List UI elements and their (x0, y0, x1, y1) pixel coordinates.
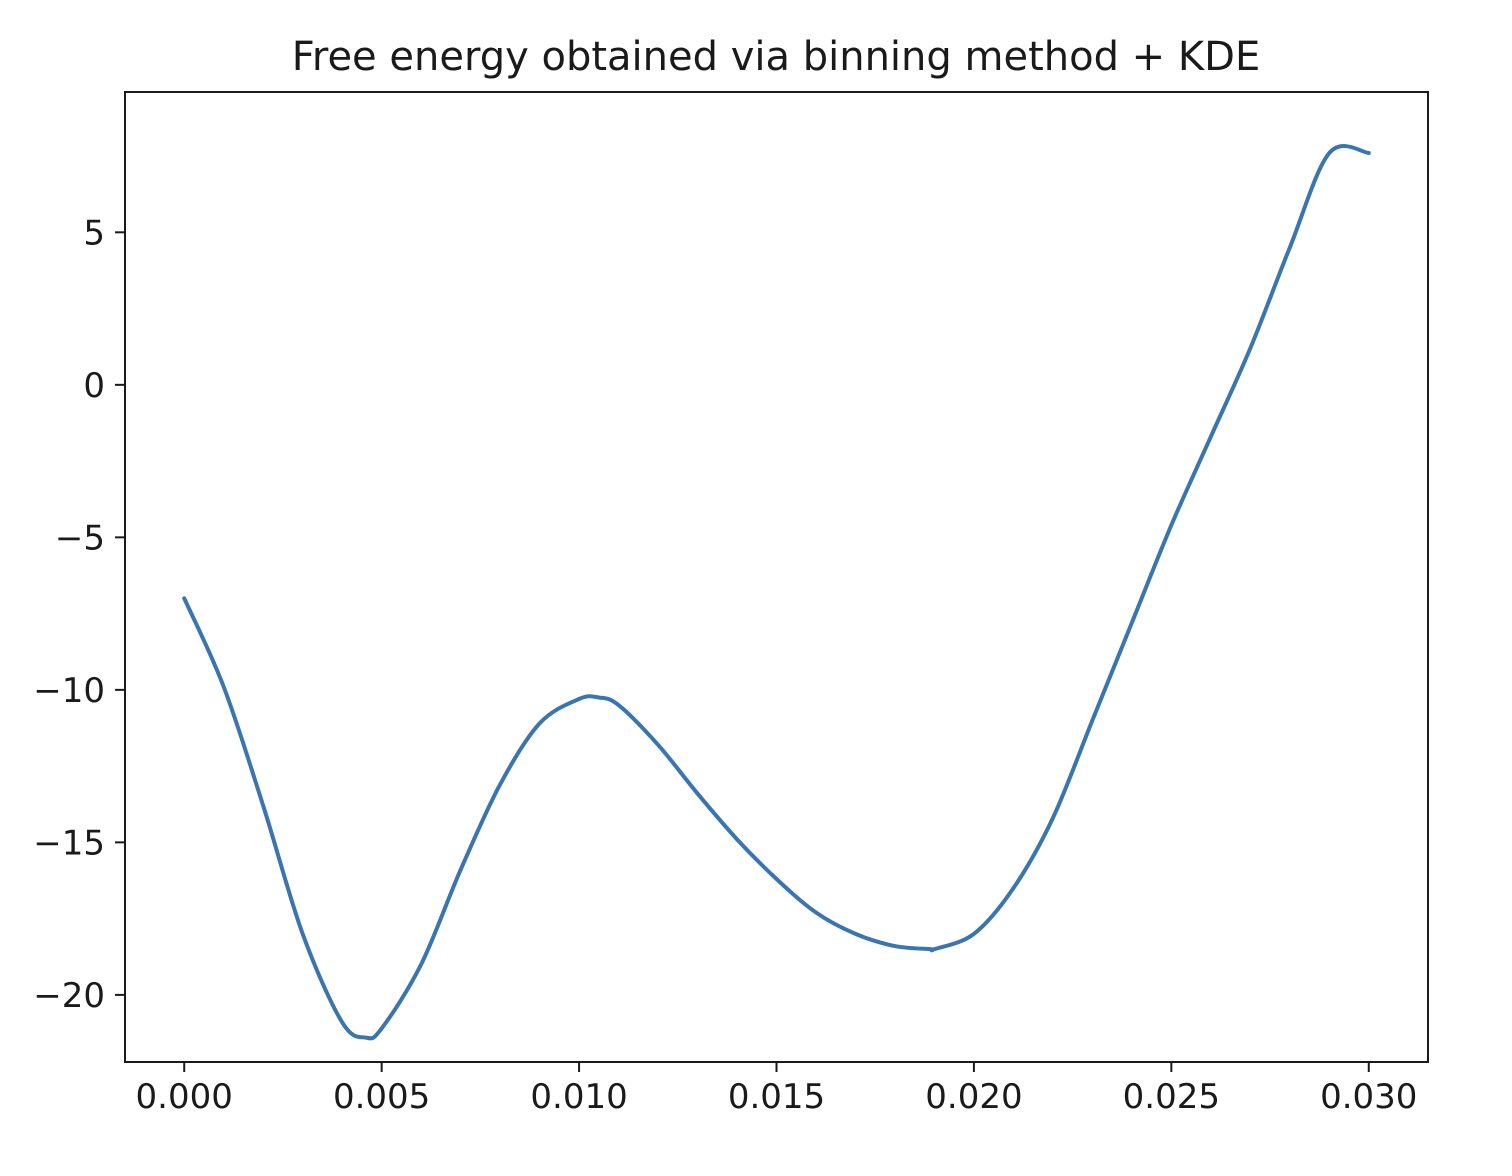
x-tick-label: 0.010 (530, 1077, 627, 1117)
chart-title: Free energy obtained via binning method … (292, 34, 1260, 80)
series-group (182, 144, 1371, 1041)
x-tick-label: 0.015 (728, 1077, 825, 1117)
x-tick-label: 0.000 (136, 1077, 233, 1117)
x-axis: 0.000 0.005 0.010 0.015 0.020 0.025 0.030 (136, 1062, 1417, 1117)
y-tick-label: −20 (33, 976, 105, 1016)
axes-frame (124, 91, 1429, 1063)
y-tick-label: −5 (55, 518, 105, 558)
y-axis: 5 0 −5 −10 −15 −20 (33, 213, 125, 1016)
x-tick-label: 0.020 (925, 1077, 1022, 1117)
y-tick-label: −15 (33, 823, 105, 863)
x-tick-label: 0.030 (1320, 1077, 1417, 1117)
x-tick-label: 0.025 (1123, 1077, 1220, 1117)
y-tick-label: 5 (83, 213, 105, 253)
y-tick-label: −10 (33, 671, 105, 711)
x-tick-label: 0.005 (333, 1077, 430, 1117)
y-tick-label: 0 (83, 366, 105, 406)
series-line (182, 144, 1371, 1041)
